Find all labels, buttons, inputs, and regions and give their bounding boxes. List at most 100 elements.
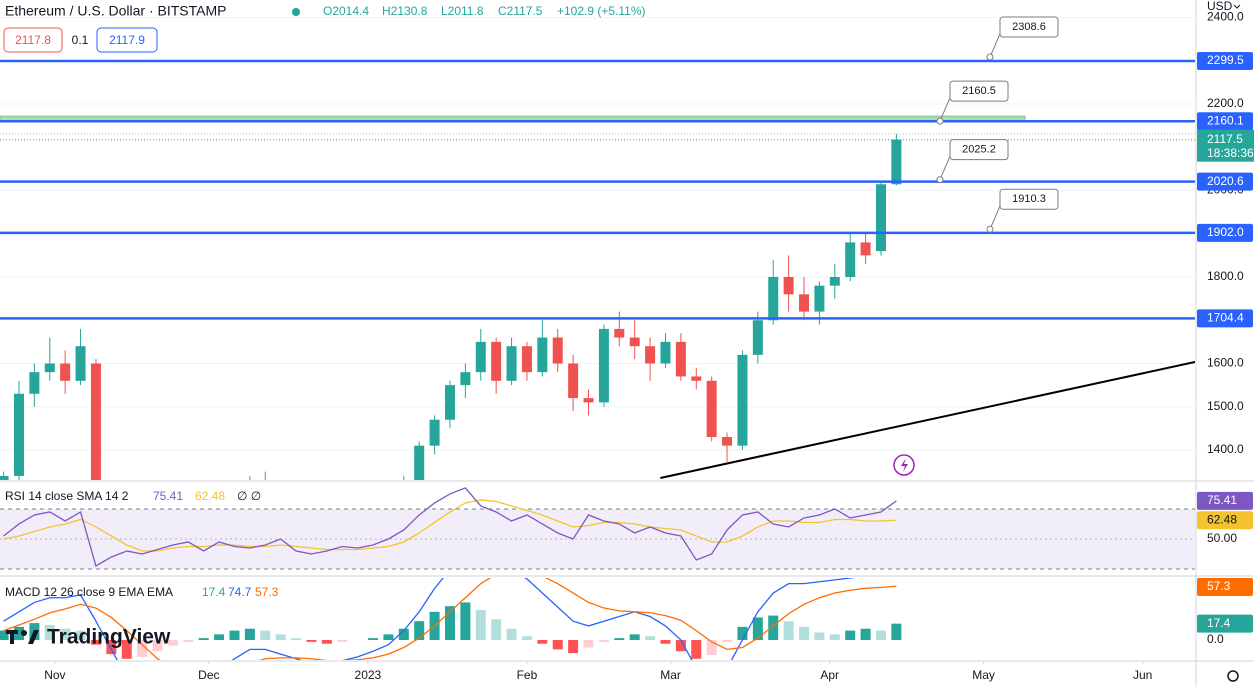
price-tag <box>1197 112 1253 131</box>
ask[interactable]: 2117.9 <box>109 33 145 47</box>
candle-body <box>521 346 532 373</box>
price-tag <box>1197 491 1253 510</box>
price-tag <box>1197 511 1253 530</box>
histogram-bar <box>552 639 563 650</box>
histogram-bar <box>799 626 810 640</box>
candle-body <box>0 475 9 480</box>
legend-value: 62.48 <box>195 489 225 503</box>
candle-body <box>60 363 71 381</box>
histogram-bar <box>737 626 748 640</box>
histogram-bar <box>506 628 517 640</box>
callout-label: 2025.2 <box>962 144 996 156</box>
candle-body <box>90 363 101 480</box>
callout-box <box>949 139 1009 161</box>
candle-body <box>429 419 440 446</box>
histogram-bar <box>706 639 717 656</box>
histogram-bar <box>860 628 871 640</box>
series-line <box>3 578 856 660</box>
legend-value: 74.7 <box>228 585 252 599</box>
candle-body <box>506 346 517 381</box>
currency-chevron <box>1233 4 1241 9</box>
change: +102.9 (+5.11%) <box>557 4 646 18</box>
symbol-title: Ethereum / U.S. Dollar · BITSTAMP <box>5 3 226 19</box>
price-tag <box>1197 172 1253 191</box>
high: H2130.8 <box>382 4 428 18</box>
price-tag <box>1197 578 1253 596</box>
candle-body <box>799 294 810 312</box>
series-line <box>3 578 897 660</box>
buy-button[interactable] <box>96 27 158 53</box>
event-icon[interactable] <box>893 454 915 476</box>
candle-body <box>614 328 625 338</box>
legend-value: 57.3 <box>255 585 279 599</box>
candle-body <box>276 506 286 508</box>
histogram-bar <box>368 638 379 640</box>
legend-value: 17.4 <box>202 585 226 599</box>
candle-body <box>29 372 40 394</box>
currency[interactable]: USD <box>1207 0 1233 13</box>
histogram-bar <box>275 634 286 640</box>
candle-body <box>552 337 563 364</box>
candle-body <box>399 480 409 506</box>
price-tag-label: 57.3 <box>1207 579 1231 593</box>
histogram-bar <box>845 630 856 640</box>
low: L2011.8 <box>441 4 484 18</box>
candle-body <box>583 398 594 403</box>
histogram-bar <box>537 639 548 644</box>
histogram-bar <box>106 639 117 655</box>
y-tick-label: 1800.0 <box>1207 269 1244 283</box>
histogram-bar <box>260 630 271 640</box>
status-dot <box>292 8 300 16</box>
histogram-bar <box>460 602 471 640</box>
candle-body <box>568 363 579 399</box>
y-tick-label: 1500.0 <box>1207 399 1244 413</box>
candle-body <box>537 337 548 373</box>
histogram-bar <box>444 606 455 640</box>
x-tick-label: Feb <box>517 668 538 682</box>
bid[interactable]: 2117.8 <box>15 33 51 47</box>
histogram-bar <box>90 639 101 645</box>
candle-body <box>629 337 640 347</box>
candle-body <box>752 320 763 355</box>
candle-body <box>737 354 748 446</box>
candle-body <box>460 372 471 386</box>
open: O2014.4 <box>323 4 369 18</box>
histogram-bar <box>75 630 86 640</box>
price-tag-label: 62.48 <box>1207 512 1237 526</box>
x-tick-label: May <box>972 668 995 682</box>
candle-body <box>44 363 55 373</box>
price-tag <box>1197 223 1253 242</box>
last-price-tag <box>1197 129 1254 162</box>
candle-body <box>414 445 425 480</box>
y-tick-label: 1600.0 <box>1207 356 1244 370</box>
callout-anchor <box>936 176 944 184</box>
histogram-bar <box>875 630 886 640</box>
candle-body <box>814 285 825 312</box>
x-tick-label: 2023 <box>355 668 382 682</box>
last-price-label: 2117.5 <box>1207 132 1243 146</box>
candle-body <box>768 276 779 321</box>
histogram-bar <box>675 639 686 652</box>
histogram-bar <box>291 638 302 640</box>
x-tick-label: Jun <box>1133 668 1152 682</box>
candle-body <box>645 346 656 364</box>
event-bolt <box>901 458 908 472</box>
histogram-bar <box>583 639 594 648</box>
histogram-bar <box>660 639 671 644</box>
sell-button[interactable] <box>3 27 63 53</box>
histogram-bar <box>814 632 825 640</box>
candle-body <box>675 341 686 377</box>
histogram-bar <box>475 609 486 640</box>
histogram-bar <box>783 621 794 640</box>
histogram-bar <box>44 624 55 640</box>
candle-body <box>845 242 856 277</box>
candle-body <box>598 328 609 403</box>
callout-anchor <box>986 225 994 233</box>
y-tick-label: 50.00 <box>1207 531 1237 545</box>
histogram-bar <box>768 615 779 640</box>
settings-icon[interactable] <box>1227 670 1239 682</box>
candle-body <box>660 341 671 364</box>
indicator-title: RSI 14 close SMA 14 2 <box>5 489 129 503</box>
x-tick-label: Apr <box>820 668 839 682</box>
series-line <box>3 487 897 567</box>
